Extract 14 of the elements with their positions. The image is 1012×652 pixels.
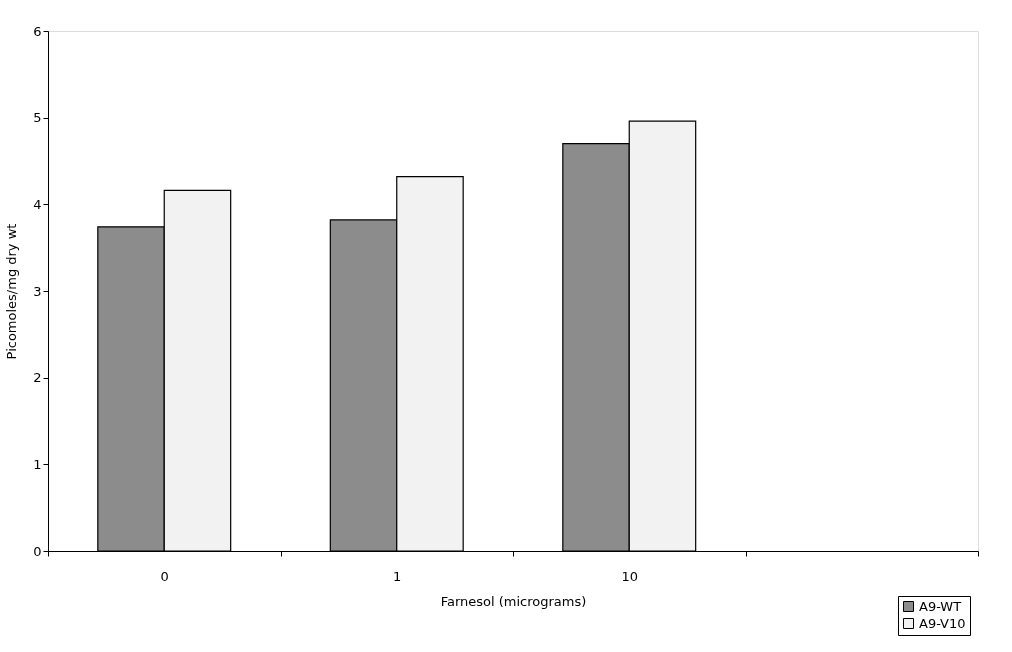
y-tick-label: 5	[33, 110, 42, 126]
x-axis-title: Farnesol (micrograms)	[440, 593, 587, 609]
y-tick-label: 2	[33, 370, 42, 386]
x-tick-label: 0	[160, 568, 169, 584]
x-tick-label: 1	[393, 568, 402, 584]
x-tick-label: 10	[621, 568, 639, 584]
legend-label: A9-WT	[919, 598, 962, 614]
y-tick-label: 4	[33, 196, 42, 212]
y-axis-title: Picomoles/mg dry wt	[4, 223, 20, 360]
y-tick-label: 1	[33, 456, 42, 472]
y-tick-label: 6	[33, 23, 42, 39]
legend-label: A9-V10	[919, 615, 966, 631]
y-tick-label: 3	[33, 283, 42, 299]
y-tick-label: 0	[33, 543, 42, 559]
